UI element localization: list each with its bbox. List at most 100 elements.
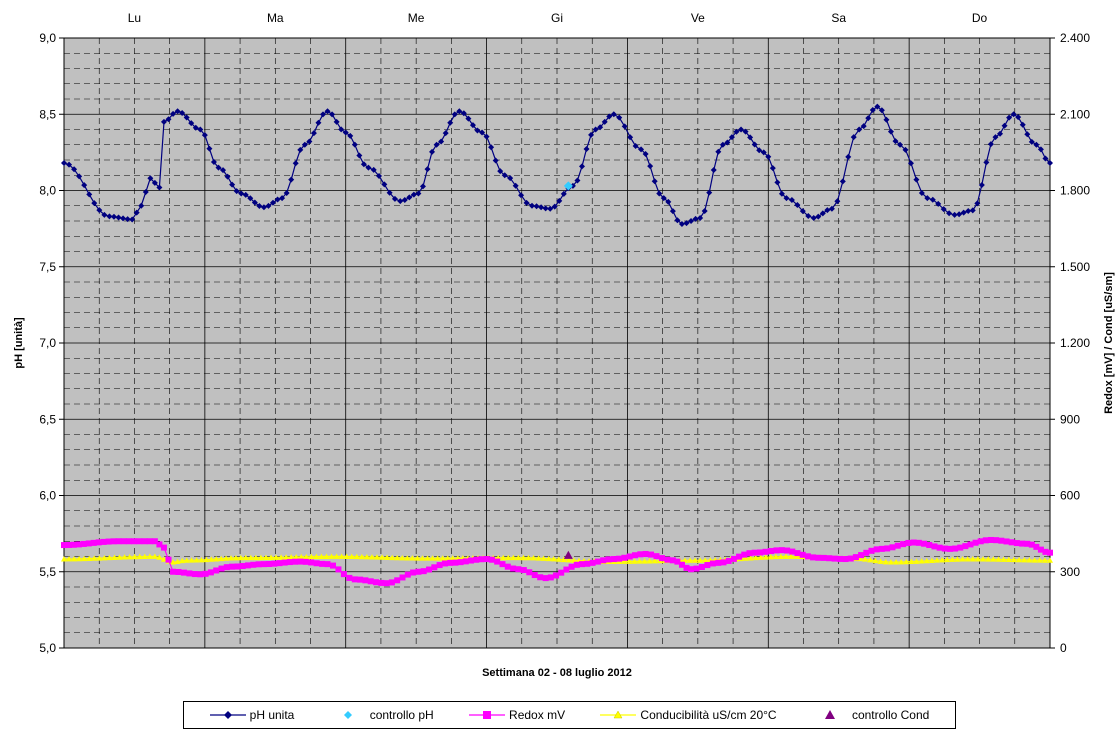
data-point <box>333 553 340 559</box>
day-label: Do <box>972 11 988 25</box>
data-point <box>1021 556 1028 563</box>
data-point <box>95 539 102 546</box>
data-point <box>865 115 872 122</box>
data-point <box>949 556 956 562</box>
data-point <box>918 558 925 564</box>
data-point <box>747 555 754 561</box>
data-point <box>868 547 875 554</box>
data-point <box>66 556 73 562</box>
data-point <box>255 561 262 568</box>
data-point <box>324 561 331 568</box>
data-point <box>129 216 136 223</box>
data-point <box>815 554 822 561</box>
data-point <box>124 216 131 223</box>
data-point <box>218 555 225 562</box>
data-point <box>768 548 775 555</box>
legend-label: pH unita <box>249 708 295 722</box>
data-point <box>1042 155 1049 162</box>
data-point <box>651 557 658 564</box>
data-point <box>570 557 577 563</box>
data-point <box>831 555 838 562</box>
data-point <box>501 172 508 179</box>
data-point <box>621 558 628 564</box>
data-point <box>197 571 204 578</box>
data-point <box>944 556 951 563</box>
data-point <box>606 113 613 120</box>
data-point <box>545 555 552 562</box>
series-conducibilit-us-cm-20-c <box>61 553 1053 565</box>
data-point <box>208 556 215 562</box>
data-point <box>452 559 459 566</box>
data-point <box>757 549 764 556</box>
data-point <box>760 149 767 156</box>
data-point <box>151 538 158 545</box>
data-point <box>433 141 440 148</box>
data-point <box>136 538 143 545</box>
data-point <box>192 124 199 131</box>
data-point <box>574 177 581 184</box>
data-point <box>367 578 374 585</box>
data-point <box>276 560 283 567</box>
data-point <box>100 538 107 545</box>
y2-tick-label: 2.100 <box>1060 107 1090 121</box>
data-point <box>709 560 716 567</box>
y-tick-label: 5,0 <box>39 641 56 655</box>
data-point <box>751 549 758 556</box>
y-axis-ticks: 5,0 5,5 6,0 6,5 7,0 7,5 8,0 8,5 9,0 <box>39 31 64 655</box>
data-point <box>415 190 422 197</box>
data-point <box>342 129 349 136</box>
data-point <box>183 114 190 121</box>
day-label: Me <box>408 11 425 25</box>
data-point <box>860 123 867 130</box>
data-point <box>638 146 645 153</box>
y2-tick-label: 600 <box>1060 489 1080 503</box>
data-point <box>980 556 987 562</box>
data-point <box>227 555 234 561</box>
data-point <box>75 541 82 548</box>
data-point <box>105 538 112 545</box>
data-point <box>106 554 113 561</box>
data-point <box>616 555 623 562</box>
data-point <box>156 541 163 548</box>
data-point <box>186 570 193 577</box>
data-point <box>451 111 458 118</box>
data-point <box>926 541 933 548</box>
data-point <box>279 195 286 202</box>
data-point <box>424 166 431 173</box>
data-point <box>442 130 449 137</box>
data-point <box>931 543 938 550</box>
data-point <box>170 568 177 575</box>
data-point <box>512 182 519 189</box>
data-point <box>542 575 549 582</box>
data-point <box>462 558 469 565</box>
data-point <box>584 560 591 567</box>
data-point <box>419 555 426 561</box>
day-label: Ma <box>267 11 284 25</box>
y2-tick-label: 300 <box>1060 565 1080 579</box>
data-point <box>637 551 644 558</box>
data-point <box>146 553 153 559</box>
data-point <box>283 190 290 197</box>
data-point <box>983 159 990 166</box>
data-point <box>313 560 320 567</box>
data-point <box>845 153 852 160</box>
data-point <box>271 560 278 567</box>
data-point <box>558 569 565 576</box>
data-point <box>742 128 749 135</box>
data-point <box>887 559 894 565</box>
data-point <box>293 554 300 560</box>
data-point <box>494 558 501 565</box>
y2-tick-label: 900 <box>1060 412 1080 426</box>
data-point <box>993 537 1000 544</box>
data-point <box>632 552 639 559</box>
day-label: Ve <box>691 11 705 25</box>
legend-item-conducibilita: Conducibilità uS/cm 20°C <box>600 708 777 722</box>
data-point <box>207 569 214 576</box>
data-point <box>747 134 754 141</box>
data-point <box>90 539 97 546</box>
data-point <box>810 554 817 561</box>
data-point <box>373 579 380 586</box>
data-point <box>792 553 799 559</box>
data-point <box>697 214 704 221</box>
data-point <box>460 110 467 117</box>
